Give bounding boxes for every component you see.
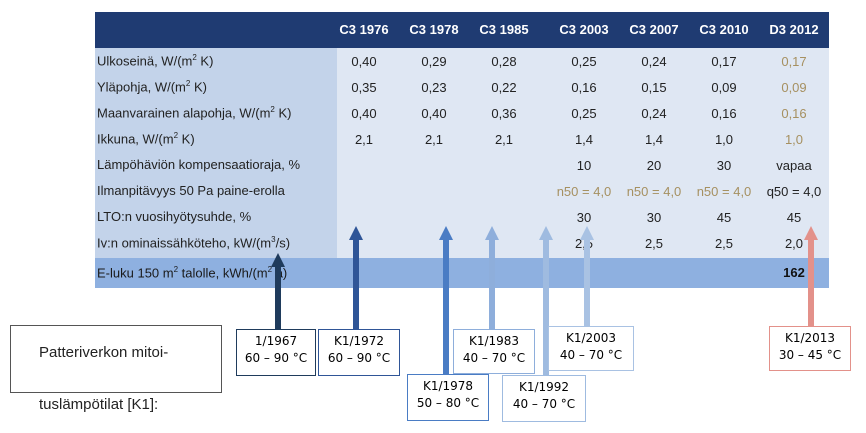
arrow-k2013 xyxy=(804,226,818,327)
table-cell: 0,40 xyxy=(351,106,377,121)
row-label: Ilmanpitävyys 50 Pa paine-erolla xyxy=(97,183,285,198)
table-cell: 30 xyxy=(576,210,592,225)
table-cell: 0,40 xyxy=(421,106,447,121)
table-cell: 0,16 xyxy=(781,106,807,121)
arrow-k1972 xyxy=(349,226,363,331)
arrow-k1983 xyxy=(485,226,499,330)
table-cell: 2,1 xyxy=(494,132,514,147)
e-luku-value: 162 xyxy=(783,265,805,280)
box-k2003: K1/2003 40 – 70 °C xyxy=(548,326,634,371)
table-cell: 0,16 xyxy=(571,80,597,95)
legend-text: Patteriverkon mitoi-tuslämpötilat [K1]: xyxy=(39,344,169,413)
table-cell: 30 xyxy=(646,210,662,225)
table-cell: 2,1 xyxy=(354,132,374,147)
table-cell: 0,17 xyxy=(711,54,737,69)
table-cell: 0,35 xyxy=(351,80,377,95)
arrow-k1992 xyxy=(539,226,553,377)
table-cell: 2,1 xyxy=(424,132,444,147)
table-cell: 0,24 xyxy=(641,106,667,121)
e-luku-row: E-luku 150 m2 talolle, kWh/(m2 a) 162 xyxy=(95,258,829,288)
box-k2013: K1/2013 30 – 45 °C xyxy=(769,326,851,371)
table-cell: 0,40 xyxy=(351,54,377,69)
table-row: LTO:n vuosihyötysuhde, % 30 30 45 45 xyxy=(95,206,829,230)
table-cell: 45 xyxy=(786,210,802,225)
table-cell: 0,22 xyxy=(491,80,517,95)
column-header: C3 2003 xyxy=(559,22,609,37)
row-label: LTO:n vuosihyötysuhde, % xyxy=(97,209,252,224)
table-cell: 1,0 xyxy=(714,132,734,147)
arrow-k1978 xyxy=(439,226,453,376)
arrow-k1967 xyxy=(271,253,285,331)
table-cell: 0,25 xyxy=(571,106,597,121)
table-cell: 2,5 xyxy=(714,236,734,251)
column-header: C3 1985 xyxy=(479,22,529,37)
table-row: Ikkuna, W/(m2 K) 2,1 2,1 2,1 1,4 1,4 1,0 1,0 xyxy=(95,128,829,152)
table-cell: 1,4 xyxy=(574,132,594,147)
table-cell: 20 xyxy=(646,158,662,173)
table-cell: vapaa xyxy=(776,158,812,173)
column-header: C3 2010 xyxy=(699,22,749,37)
box-k1983: K1/1983 40 – 70 °C xyxy=(453,329,535,374)
table-cell: q50 = 4,0 xyxy=(766,184,822,199)
table-cell: 30 xyxy=(716,158,732,173)
table-cell: 45 xyxy=(716,210,732,225)
column-header: C3 1976 xyxy=(339,22,389,37)
box-k1978: K1/1978 50 – 80 °C xyxy=(407,374,489,421)
row-label: Ikkuna, W/(m2 K) xyxy=(97,131,195,147)
box-k1972: K1/1972 60 – 90 °C xyxy=(318,329,400,376)
table-cell: 1,4 xyxy=(644,132,664,147)
table-row: Lämpöhäviön kompensaatioraja, % 10 20 30 vap… xyxy=(95,154,829,178)
table-cell: 0,29 xyxy=(421,54,447,69)
arrow-k2003 xyxy=(580,226,594,328)
row-label: Iv:n ominaissähköteho, kW/(m3/s) xyxy=(97,235,291,251)
table-cell: 10 xyxy=(576,158,592,173)
table-row: Maanvarainen alapohja, W/(m2 K) 0,40 0,40 0… xyxy=(95,102,829,126)
row-label: Lämpöhäviön kompensaatioraja, % xyxy=(97,157,301,172)
table-row: Ilmanpitävyys 50 Pa paine-erolla n50 = 4,… xyxy=(95,180,829,204)
table-cell: 1,0 xyxy=(784,132,804,147)
table-cell: n50 = 4,0 xyxy=(626,184,682,199)
table-cell: n50 = 4,0 xyxy=(696,184,752,199)
table-cell: 0,17 xyxy=(781,54,807,69)
table-row: Ulkoseinä, W/(m2 K) 0,40 0,29 0,28 0,25 0,24 0… xyxy=(95,50,829,74)
row-label: Yläpohja, W/(m2 K) xyxy=(97,79,207,95)
box-k1967: 1/1967 60 – 90 °C xyxy=(236,329,316,376)
table-header: C3 1976 C3 1978 C3 1985 C3 2003 C3 2007 … xyxy=(95,12,829,48)
table-cell: 0,24 xyxy=(641,54,667,69)
column-header: C3 2007 xyxy=(629,22,679,37)
column-header: D3 2012 xyxy=(769,22,819,37)
table-cell: 0,15 xyxy=(641,80,667,95)
table-cell: 0,09 xyxy=(781,80,807,95)
table-cell: 2,5 xyxy=(644,236,664,251)
table-cell: n50 = 4,0 xyxy=(556,184,612,199)
column-header: C3 1978 xyxy=(409,22,459,37)
table-cell: 0,36 xyxy=(491,106,517,121)
table-cell: 0,28 xyxy=(491,54,517,69)
box-k1992: K1/1992 40 – 70 °C xyxy=(502,375,586,422)
table-cell: 0,25 xyxy=(571,54,597,69)
row-label: Ulkoseinä, W/(m2 K) xyxy=(97,53,214,69)
e-luku-label: E-luku 150 m2 talolle, kWh/(m2 a) xyxy=(97,265,288,281)
table-cell: 0,23 xyxy=(421,80,447,95)
legend-box: Patteriverkon mitoi-tuslämpötilat [K1]: xyxy=(10,325,222,413)
row-label: Maanvarainen alapohja, W/(m2 K) xyxy=(97,105,292,121)
table-cell: 0,16 xyxy=(711,106,737,121)
table-cell: 0,09 xyxy=(711,80,737,95)
table-cell: 2,0 xyxy=(784,236,804,251)
table-row: Yläpohja, W/(m2 K) 0,35 0,23 0,22 0,16 0,15 0,… xyxy=(95,76,829,100)
